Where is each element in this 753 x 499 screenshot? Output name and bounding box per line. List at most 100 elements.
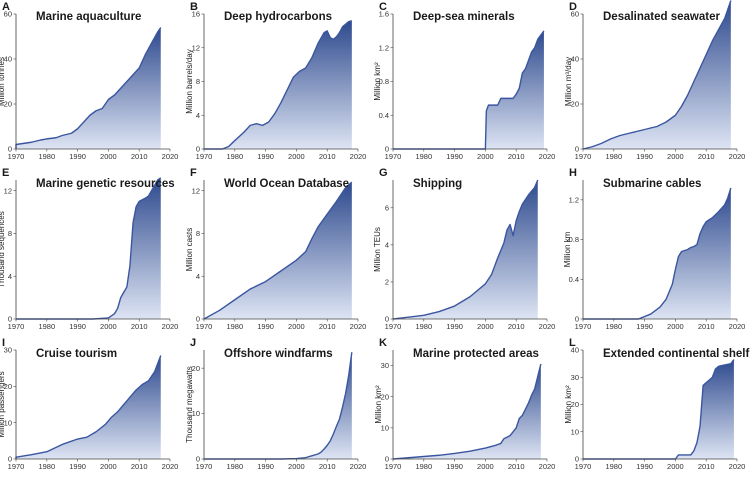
y-tick-label: 12 (192, 43, 200, 52)
panel-title: Marine aquaculture (36, 11, 141, 23)
area-fill (638, 187, 731, 319)
y-tick-label: 20 (381, 392, 389, 401)
y-axis-label: Million TEUs (373, 227, 382, 272)
x-tick-label: 1970 (385, 462, 402, 471)
y-axis-label: Million casts (185, 228, 194, 272)
panel-k: 1970 1980 1990 2000 2010 2020 0 10 20 30 Million k… (374, 337, 555, 471)
panel-g: 1970 1980 1990 2000 2010 2020 0 2 4 6 Million TEUs… (373, 167, 555, 331)
x-tick-label: 1990 (636, 322, 653, 331)
y-axis-label: Million km² (564, 385, 573, 424)
x-tick-label: 2010 (319, 462, 336, 471)
x-tick-label: 2000 (288, 462, 305, 471)
y-tick-label: 20 (192, 364, 200, 373)
x-tick-label: 1990 (69, 152, 86, 161)
x-tick-label: 2010 (698, 322, 715, 331)
panel-title: Deep-sea minerals (413, 11, 515, 23)
panel-letter: I (2, 337, 5, 349)
y-tick-label: 0.8 (569, 235, 579, 244)
series-line (582, 0, 732, 150)
x-tick-label: 1980 (605, 462, 622, 471)
x-tick-label: 1970 (575, 462, 592, 471)
y-tick-label: 4 (196, 272, 200, 281)
y-tick-label: 1.2 (379, 43, 389, 52)
x-tick-label: 1970 (575, 322, 592, 331)
y-tick-label: 0 (196, 315, 200, 324)
y-tick-label: 12 (4, 186, 12, 195)
y-tick-label: 10 (4, 418, 12, 427)
x-tick-label: 1970 (196, 152, 213, 161)
y-tick-label: 20 (4, 100, 12, 109)
panel-h: 1970 1980 1990 2000 2010 2020 0 0.4 0.8 1.2 Millio… (563, 167, 745, 331)
y-tick-label: 10 (381, 423, 389, 432)
x-tick-label: 2020 (729, 462, 746, 471)
x-tick-label: 2020 (162, 322, 179, 331)
y-tick-label: 0 (196, 145, 200, 154)
panel-title: Deep hydrocarbons (224, 11, 332, 23)
panel-title: Marine genetic resources (36, 178, 175, 190)
x-tick-label: 1990 (446, 322, 463, 331)
panel-title: Submarine cables (603, 178, 701, 190)
y-axis-label: Million km² (374, 385, 383, 424)
x-tick-label: 2010 (508, 322, 525, 331)
x-tick-label: 1980 (38, 322, 55, 331)
y-axis-label: Million tonnes (0, 57, 6, 106)
panel-a: 1970 1980 1990 2000 2010 2020 0 20 40 60 Million t… (0, 1, 178, 161)
y-tick-label: 8 (196, 229, 200, 238)
x-tick-label: 2010 (508, 152, 525, 161)
area-fill (393, 364, 541, 459)
panel-l: 1970 1980 1990 2000 2010 2020 0 10 20 30 40 Million… (564, 337, 749, 471)
y-tick-label: 16 (192, 10, 200, 19)
x-tick-label: 2020 (539, 152, 556, 161)
x-tick-label: 1990 (446, 152, 463, 161)
series-line (204, 20, 353, 150)
x-tick-label: 1980 (226, 152, 243, 161)
series-line (392, 179, 539, 320)
y-tick-label: 0 (385, 145, 389, 154)
y-tick-label: 30 (4, 346, 12, 355)
x-tick-label: 2010 (131, 152, 148, 161)
x-tick-label: 2000 (288, 152, 305, 161)
area-fill (583, 0, 731, 149)
x-tick-label: 2010 (319, 322, 336, 331)
x-tick-label: 2000 (288, 322, 305, 331)
area-fill (16, 355, 161, 459)
series-line (16, 177, 162, 320)
x-tick-label: 2020 (162, 462, 179, 471)
y-axis-label: Million km² (373, 62, 382, 101)
panel-title: Desalinated seawater (603, 11, 721, 23)
y-tick-label: 0 (8, 455, 12, 464)
series-line (15, 27, 162, 149)
x-tick-label: 2000 (100, 462, 117, 471)
x-tick-label: 2000 (667, 462, 684, 471)
panel-letter: J (190, 337, 196, 349)
x-tick-label: 2020 (350, 322, 367, 331)
y-tick-label: 0 (385, 315, 389, 324)
area-fill (204, 20, 352, 149)
x-tick-label: 2020 (350, 152, 367, 161)
y-tick-label: 0 (575, 455, 579, 464)
x-tick-label: 1970 (8, 322, 25, 331)
series-line (203, 181, 353, 320)
series-line (15, 355, 162, 459)
x-tick-label: 1980 (226, 322, 243, 331)
area-fill (485, 30, 544, 150)
panel-letter: A (2, 1, 10, 13)
x-tick-label: 2020 (539, 322, 556, 331)
area-fill (71, 177, 161, 319)
panel-letter: D (569, 1, 577, 13)
y-tick-label: 0 (575, 315, 579, 324)
x-tick-label: 2000 (100, 322, 117, 331)
y-axis-label: Million barrels/day (185, 49, 194, 113)
y-axis-label: Thousand sequences (0, 211, 6, 288)
x-tick-label: 1980 (415, 462, 432, 471)
x-tick-label: 1980 (226, 462, 243, 471)
x-tick-label: 1970 (385, 322, 402, 331)
y-tick-label: 12 (192, 186, 200, 195)
x-tick-label: 1990 (257, 322, 274, 331)
y-tick-label: 10 (571, 427, 579, 436)
series-line (583, 359, 735, 460)
panel-title: World Ocean Database (224, 178, 349, 190)
panel-title: Offshore windfarms (224, 348, 333, 360)
x-tick-label: 2010 (319, 152, 336, 161)
